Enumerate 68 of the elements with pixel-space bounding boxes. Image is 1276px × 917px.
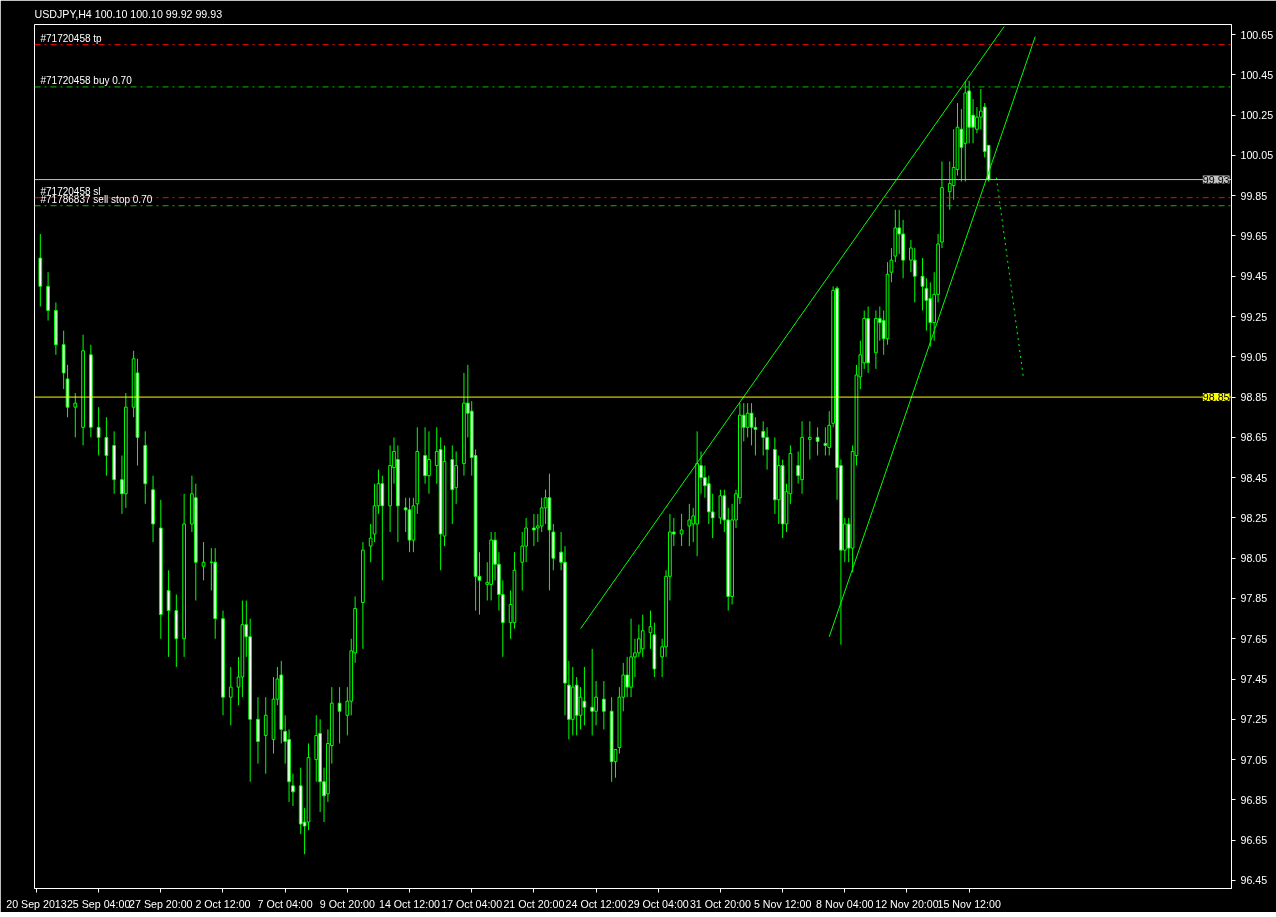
- candlestick: [427, 430, 431, 495]
- x-tick-label: 7 Oct 04:00: [257, 897, 313, 910]
- candlestick: [201, 541, 206, 581]
- ref-line-label: 98.85: [1202, 391, 1230, 404]
- candlestick: [228, 666, 233, 726]
- candlestick: [337, 686, 342, 744]
- candlestick: [640, 614, 645, 658]
- candlestick: [718, 489, 723, 525]
- chart-title: USDJPY,H4 100.10 100.10 99.92 99.93: [34, 7, 223, 20]
- candlestick: [582, 666, 587, 726]
- candlestick: [601, 680, 606, 730]
- candlestick: [380, 475, 385, 581]
- x-tick-label: 25 Sep 04:00: [66, 897, 131, 910]
- x-tick-label: 20 Sep 2013: [6, 897, 67, 910]
- ref-line-label: #71720458 tp: [40, 32, 103, 44]
- y-tick-label: 98.25: [1240, 511, 1268, 524]
- y-tick-label: 100.45: [1240, 68, 1274, 81]
- x-tick-label: 8 Nov 04:00: [816, 897, 874, 910]
- x-tick-label: 31 Oct 20:00: [689, 897, 752, 910]
- y-tick-label: 97.45: [1240, 673, 1268, 686]
- candlestick: [454, 450, 459, 505]
- y-tick-label: 99.65: [1240, 229, 1268, 242]
- y-tick-label: 96.65: [1240, 834, 1268, 847]
- ref-line-label: #71720458 buy 0.70: [40, 74, 133, 86]
- candlestick: [532, 513, 536, 547]
- candlestick: [104, 416, 109, 477]
- x-tick-label: 2 Oct 12:00: [195, 897, 251, 910]
- x-tick-label: 15 Nov 12:00: [937, 897, 1001, 910]
- y-tick-label: 99.25: [1240, 310, 1268, 323]
- y-tick-label: 100.25: [1240, 109, 1274, 122]
- candlestick: [73, 392, 78, 438]
- y-tick-label: 97.65: [1240, 632, 1268, 645]
- y-tick-label: 99.45: [1240, 270, 1268, 283]
- y-tick-label: 98.45: [1240, 471, 1268, 484]
- x-tick-label: 12 Nov 20:00: [875, 897, 939, 910]
- y-tick-label: 98.05: [1240, 552, 1268, 565]
- candlestick: [256, 696, 260, 765]
- y-tick-label: 96.45: [1240, 874, 1268, 887]
- x-tick-label: 14 Oct 12:00: [379, 897, 441, 910]
- x-tick-label: 24 Oct 12:00: [565, 897, 627, 910]
- y-tick-label: 98.85: [1240, 391, 1268, 404]
- x-tick-label: 17 Oct 04:00: [441, 897, 503, 910]
- x-tick-label: 21 Oct 20:00: [503, 897, 565, 910]
- y-tick-label: 97.25: [1240, 713, 1268, 726]
- x-tick-label: 27 Sep 20:00: [129, 897, 193, 910]
- y-tick-label: 97.05: [1240, 753, 1268, 766]
- candlestick: [745, 402, 750, 438]
- y-tick-label: 98.65: [1240, 431, 1268, 444]
- candlestick: [679, 513, 684, 547]
- y-tick-label: 100.65: [1240, 28, 1274, 41]
- candlestick: [823, 426, 828, 456]
- x-tick-label: 5 Nov 12:00: [753, 897, 812, 910]
- y-tick-label: 100.05: [1240, 149, 1274, 162]
- y-tick-label: 96.85: [1240, 793, 1268, 806]
- x-tick-label: 9 Oct 20:00: [319, 897, 375, 910]
- candlestick: [687, 503, 692, 547]
- candlestick: [166, 569, 171, 658]
- candlestick: [590, 648, 595, 736]
- candlestick: [625, 656, 630, 698]
- y-tick-label: 97.85: [1240, 592, 1268, 605]
- candlestick: [807, 420, 812, 461]
- x-tick-label: 29 Oct 04:00: [627, 897, 689, 910]
- y-tick-label: 99.85: [1240, 189, 1268, 202]
- candlestick: [263, 696, 268, 775]
- ref-line-label: 99.93: [1202, 173, 1230, 186]
- y-tick-label: 99.05: [1240, 350, 1268, 363]
- candlestick: [96, 406, 101, 456]
- candlestick: [815, 426, 820, 456]
